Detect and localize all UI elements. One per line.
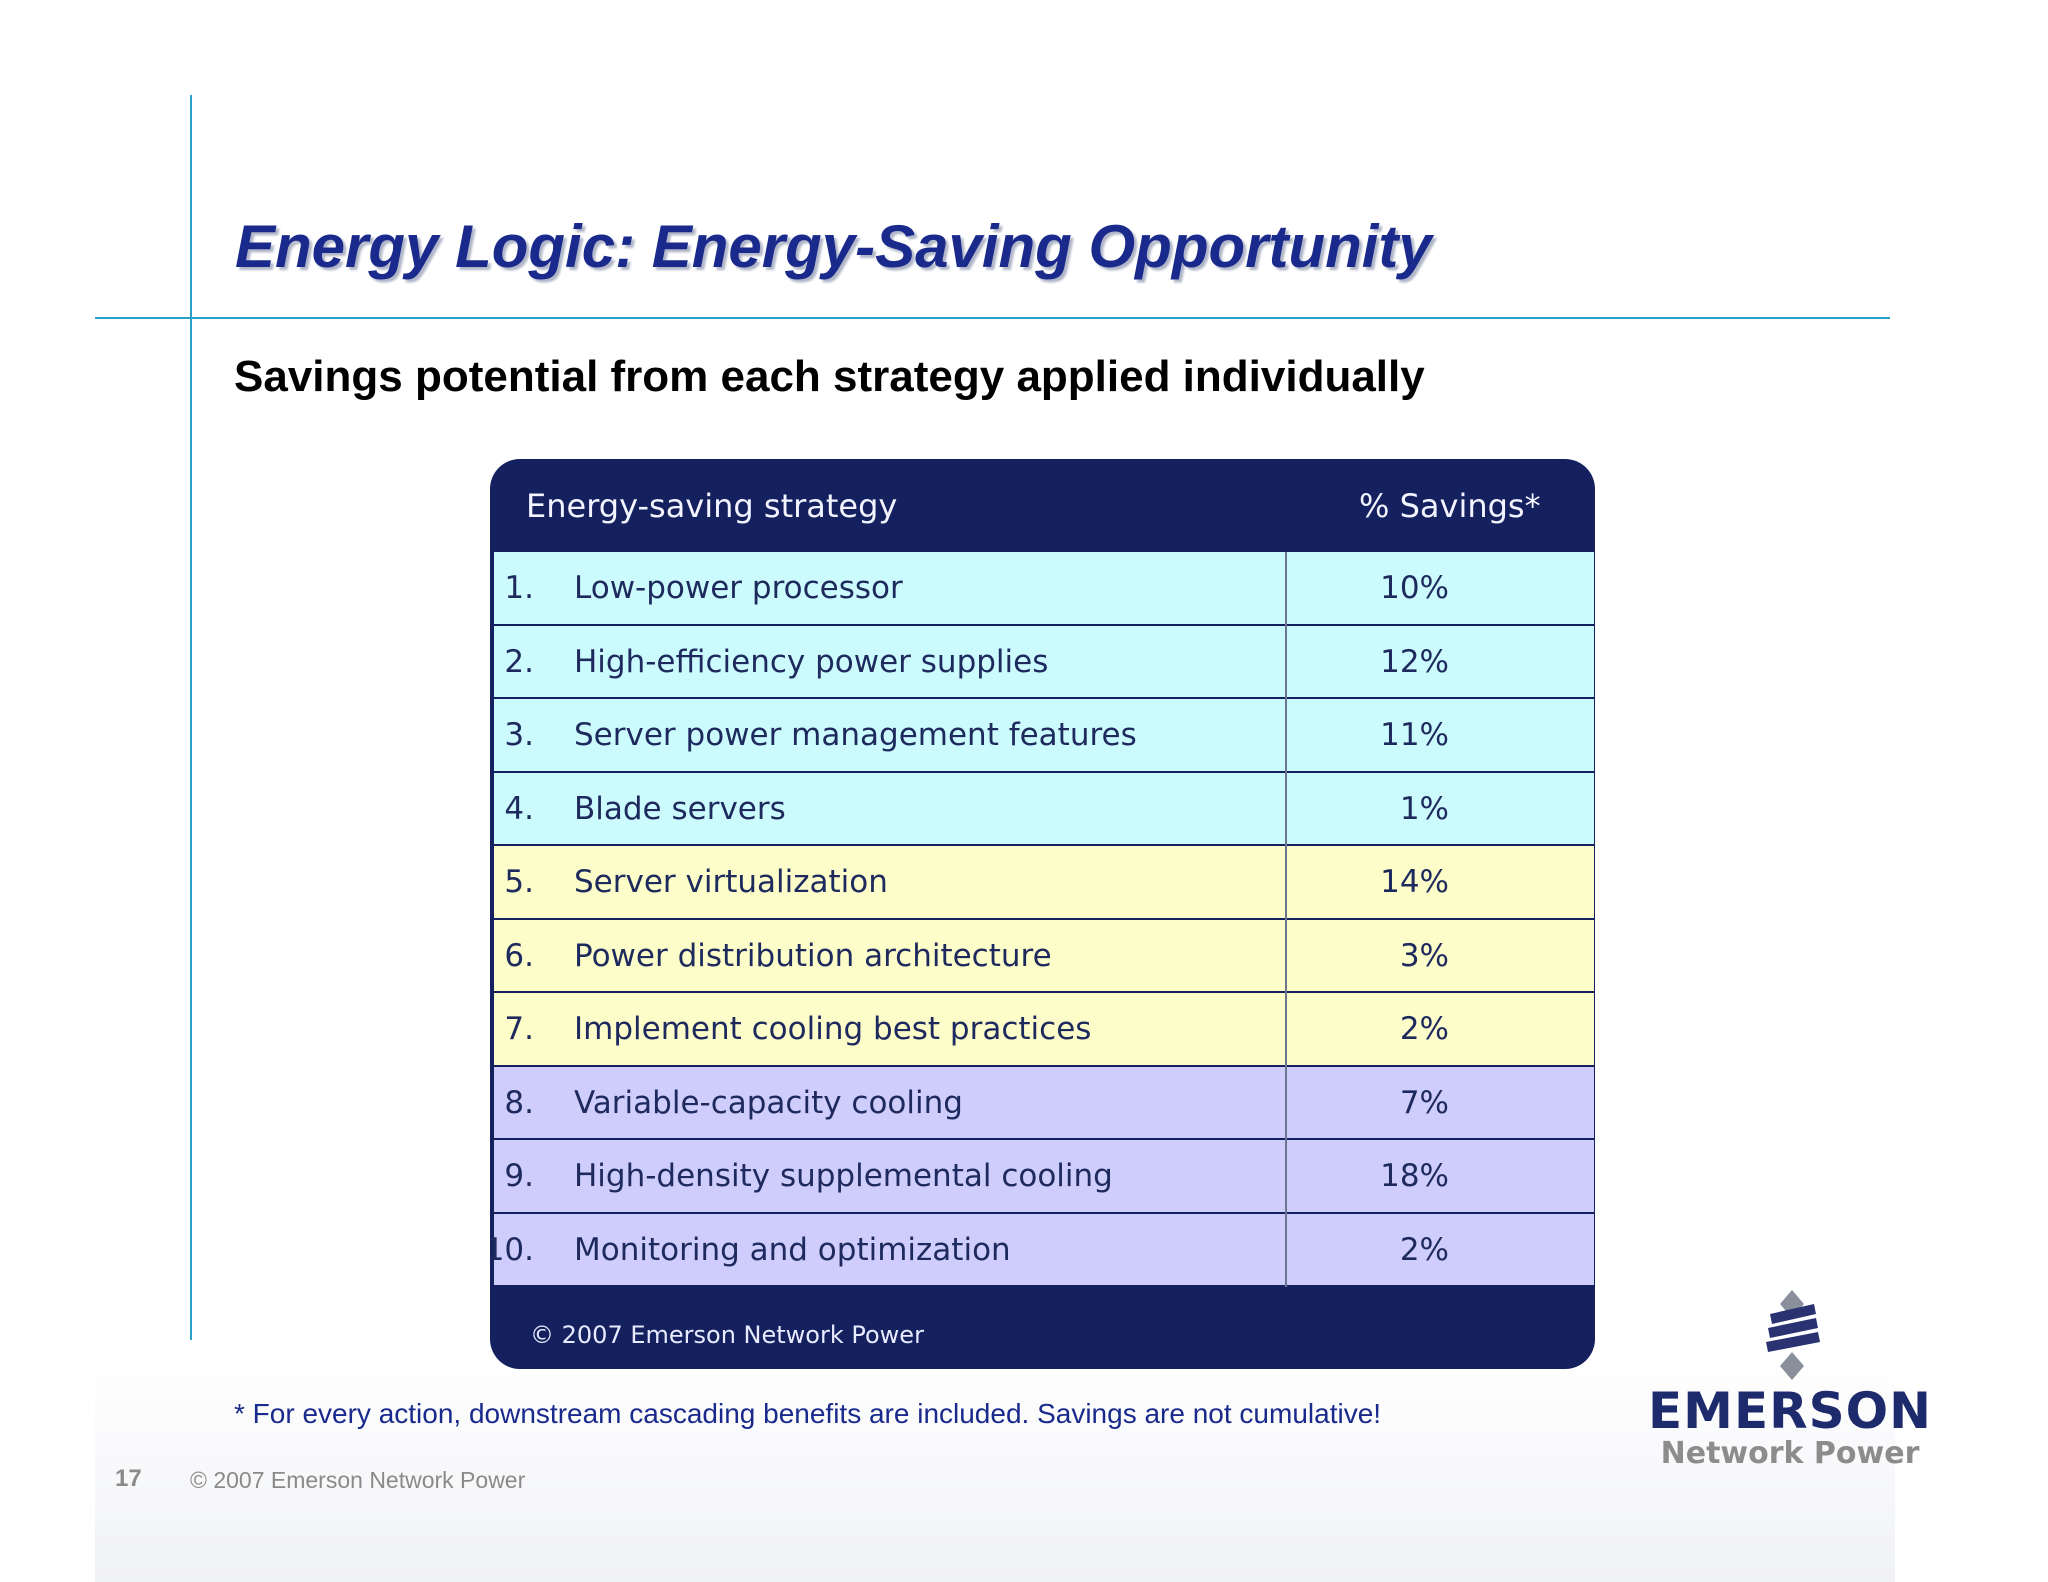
header-strategy: Energy-saving strategy — [526, 487, 898, 525]
column-divider — [1285, 1140, 1287, 1214]
column-divider — [1285, 552, 1287, 626]
row-strategy: Variable-capacity cooling — [574, 1084, 963, 1121]
vertical-rule — [190, 95, 192, 1340]
row-savings: 7% — [1399, 1084, 1449, 1121]
table-row: 6. Power distribution architecture 3% — [494, 919, 1594, 993]
row-savings: 3% — [1399, 937, 1449, 974]
slide-title: Energy Logic: Energy-Saving Opportunity — [235, 213, 1432, 280]
emerson-logo: EMERSON Network Power — [1630, 1290, 1950, 1471]
column-divider — [1285, 1213, 1287, 1287]
row-savings: 14% — [1380, 864, 1449, 900]
header-savings: % Savings* — [1359, 487, 1541, 525]
table-header: Energy-saving strategy % Savings* — [490, 459, 1595, 552]
table-footer: © 2007 Emerson Network Power — [530, 1321, 924, 1349]
column-divider — [1285, 1066, 1287, 1140]
column-divider — [1285, 772, 1287, 846]
row-savings: 2% — [1399, 1231, 1449, 1268]
row-number: 2. — [504, 643, 534, 680]
row-strategy: Server power management features — [574, 717, 1137, 753]
column-divider — [1285, 625, 1287, 699]
row-strategy: High-efficiency power supplies — [574, 643, 1049, 680]
row-number: 5. — [504, 864, 534, 900]
column-divider — [1285, 993, 1287, 1067]
column-divider — [1285, 846, 1287, 920]
row-savings: 11% — [1380, 717, 1449, 753]
column-divider — [1285, 699, 1287, 773]
table-body: 1. Low-power processor 10% 2. High-efficienc… — [490, 552, 1594, 1287]
table-row: 7. Implement cooling best practices 2% — [494, 993, 1594, 1067]
row-savings: 2% — [1399, 1011, 1449, 1047]
row-number: 4. — [504, 790, 534, 827]
row-savings: 10% — [1380, 570, 1449, 606]
row-number: 3. — [504, 717, 534, 753]
table-row: 1. Low-power processor 10% — [494, 552, 1594, 626]
row-savings: 1% — [1399, 790, 1449, 827]
row-savings: 12% — [1380, 643, 1449, 680]
row-strategy: Server virtualization — [574, 864, 888, 900]
row-savings: 18% — [1380, 1158, 1449, 1194]
table-row: 8. Variable-capacity cooling 7% — [494, 1066, 1594, 1140]
row-strategy: Power distribution architecture — [574, 937, 1052, 974]
table-row: 9. High-density supplemental cooling 18% — [494, 1140, 1594, 1214]
table-row: 4. Blade servers 1% — [494, 772, 1594, 846]
row-number: 9. — [504, 1158, 534, 1194]
row-number: 1. — [504, 570, 534, 606]
row-number: 10. — [490, 1231, 534, 1268]
horizontal-rule — [95, 317, 1890, 319]
row-strategy: High-density supplemental cooling — [574, 1158, 1113, 1194]
bottom-band — [95, 1355, 1895, 1582]
table-row: 3. Server power management features 11% — [494, 699, 1594, 773]
logo-tagline: Network Power — [1660, 1436, 1920, 1471]
footnote: * For every action, downstream cascading… — [234, 1398, 1382, 1429]
row-strategy: Low-power processor — [574, 570, 903, 606]
row-number: 8. — [504, 1084, 534, 1121]
row-strategy: Implement cooling best practices — [574, 1011, 1092, 1047]
row-strategy: Blade servers — [574, 790, 786, 827]
copyright: © 2007 Emerson Network Power — [190, 1467, 526, 1493]
slide-subtitle: Savings potential from each strategy app… — [234, 352, 1425, 401]
table-row: 2. High-efficiency power supplies 12% — [494, 625, 1594, 699]
logo-wordmark: EMERSON — [1648, 1382, 1932, 1440]
row-number: 6. — [504, 937, 534, 974]
column-divider — [1285, 919, 1287, 993]
emerson-logo-icon — [1766, 1290, 1820, 1380]
table-row: 5. Server virtualization 14% — [494, 846, 1594, 920]
row-strategy: Monitoring and optimization — [574, 1231, 1011, 1268]
row-number: 7. — [504, 1011, 534, 1047]
table-row: 10. Monitoring and optimization 2% — [490, 1213, 1594, 1287]
page-number: 17 — [115, 1465, 142, 1492]
savings-table: Energy-saving strategy % Savings* 1. Low-… — [490, 459, 1595, 1369]
